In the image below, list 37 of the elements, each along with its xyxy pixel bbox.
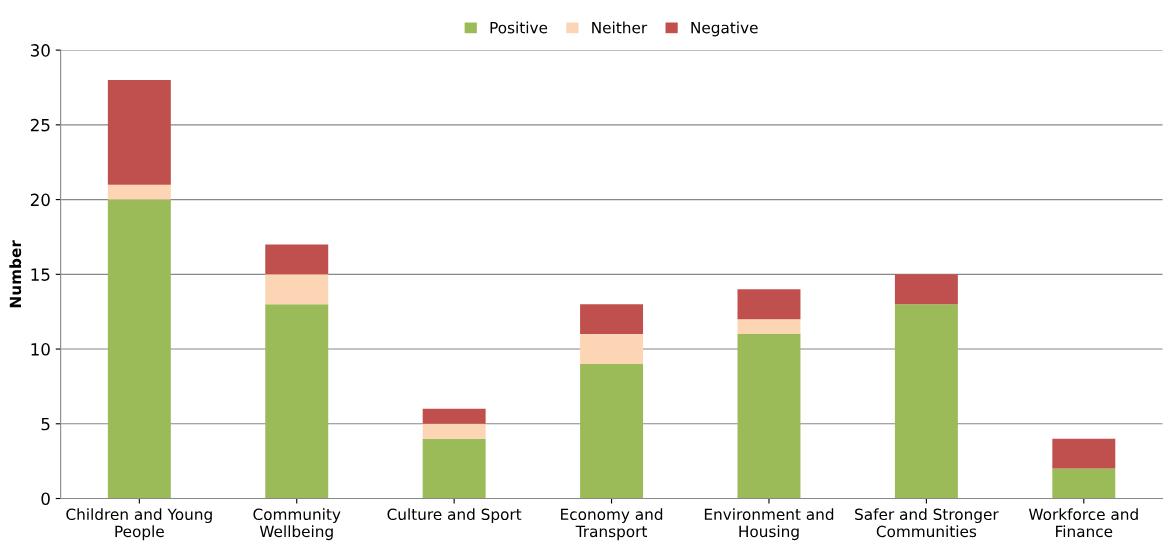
bar xyxy=(737,334,801,499)
x-tick-label: Culture and Sport xyxy=(387,508,522,524)
y-tick-label: 30 xyxy=(30,44,50,57)
legend-label: Neither xyxy=(592,21,648,34)
bar xyxy=(422,423,486,439)
y-tick-label: 0 xyxy=(41,492,50,506)
x-tick-label: Workforce and Finance xyxy=(1028,508,1138,538)
y-tick-label: 15 xyxy=(31,268,50,281)
bar xyxy=(737,319,801,335)
bar xyxy=(580,334,644,364)
y-tick-label: 10 xyxy=(31,343,50,356)
x-tick-label: Community Wellbeing xyxy=(253,508,341,541)
bar xyxy=(1052,438,1116,469)
legend-label: Positive xyxy=(490,21,548,34)
bar xyxy=(737,289,801,320)
bar xyxy=(265,244,329,275)
x-tick-label: Economy and Transport xyxy=(561,508,663,541)
bar xyxy=(265,304,329,499)
bar xyxy=(422,438,486,499)
bar xyxy=(107,199,171,499)
bar xyxy=(894,304,958,499)
y-tick-label: 5 xyxy=(41,417,50,431)
x-tick-label: Children and Young People xyxy=(66,508,212,541)
bar xyxy=(580,364,644,499)
bar xyxy=(422,408,486,424)
bar xyxy=(107,80,171,185)
bar xyxy=(580,304,644,335)
y-tick-label: 20 xyxy=(30,193,50,207)
bar xyxy=(265,274,329,305)
y-axis-title: Number xyxy=(9,240,22,308)
bar xyxy=(1052,468,1116,499)
y-tick-label: 25 xyxy=(30,118,50,132)
bar xyxy=(894,274,958,305)
x-tick-label: Safer and Stronger Communities xyxy=(855,508,999,538)
x-tick-label: Environment and Housing xyxy=(704,508,834,541)
legend-label: Negative xyxy=(691,21,758,37)
bar xyxy=(107,184,171,200)
